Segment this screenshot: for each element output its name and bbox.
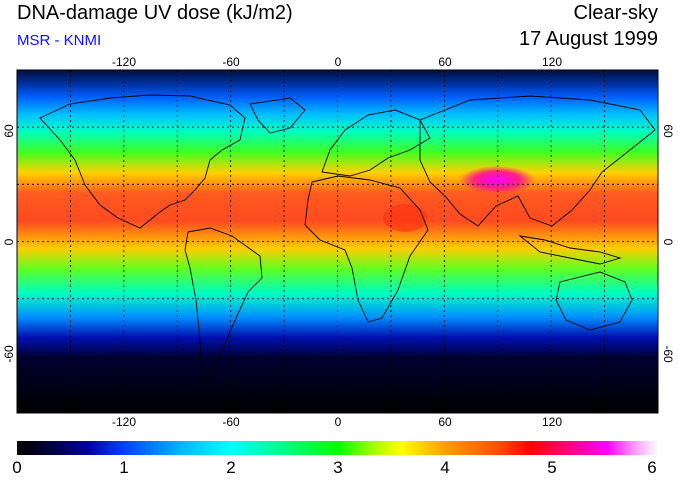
lon-label-bottom: 60 xyxy=(438,415,452,429)
lat-label-right: 60 xyxy=(661,124,675,138)
right-lat-labels: 60 0 -60 xyxy=(661,124,675,363)
source-label: MSR - KNMI xyxy=(17,32,102,49)
map-frame xyxy=(16,69,659,414)
uv-dose-map: -120 -60 0 60 120 -120 -60 0 60 120 60 0… xyxy=(2,55,675,429)
colorbar-tick-label: 4 xyxy=(440,458,450,477)
africa-coast xyxy=(304,175,429,323)
lat-label-right: 0 xyxy=(661,239,675,246)
colorbar-tick-label: 6 xyxy=(647,458,657,477)
colorbar xyxy=(17,441,658,455)
colorbar-tick-label: 5 xyxy=(547,458,557,477)
north-america-coast xyxy=(39,94,246,229)
map-title: DNA-damage UV dose (kJ/m2) xyxy=(17,2,293,24)
colorbar-tick-label: 2 xyxy=(226,458,236,477)
lon-label-top: -120 xyxy=(112,55,136,69)
sky-condition-label: Clear-sky xyxy=(573,2,658,24)
lon-label-top: 0 xyxy=(335,55,342,69)
tibet-high-dose-patch xyxy=(459,166,535,194)
left-lat-labels: 60 0 -60 xyxy=(2,124,16,363)
lon-label-top: -60 xyxy=(222,55,240,69)
top-lon-labels: -120 -60 0 60 120 xyxy=(112,55,562,69)
lat-label-left: 60 xyxy=(2,124,16,138)
colorbar-tick-label: 3 xyxy=(333,458,343,477)
lon-label-top: 60 xyxy=(438,55,452,69)
indonesia-coast xyxy=(518,235,622,265)
date-label: 17 August 1999 xyxy=(518,28,658,50)
asia-coast xyxy=(419,95,656,227)
colorbar-tick-label: 1 xyxy=(119,458,129,477)
graticule xyxy=(17,70,658,413)
europe-coast xyxy=(321,109,431,177)
lat-label-left: 0 xyxy=(2,238,16,245)
coastlines xyxy=(39,94,656,381)
lon-label-bottom: 0 xyxy=(335,415,342,429)
india-high-dose-patch xyxy=(383,204,427,232)
lon-label-bottom: 120 xyxy=(542,415,562,429)
lat-label-left: -60 xyxy=(2,345,16,363)
lon-label-top: 120 xyxy=(542,55,562,69)
colorbar-tick-label: 0 xyxy=(12,458,22,477)
lon-label-bottom: -120 xyxy=(112,415,136,429)
lat-label-right: -60 xyxy=(661,345,675,363)
south-america-coast xyxy=(184,227,263,381)
bottom-lon-labels: -120 -60 0 60 120 xyxy=(112,415,562,429)
greenland-coast xyxy=(249,97,306,134)
australia-coast xyxy=(555,271,633,331)
lon-label-bottom: -60 xyxy=(222,415,240,429)
